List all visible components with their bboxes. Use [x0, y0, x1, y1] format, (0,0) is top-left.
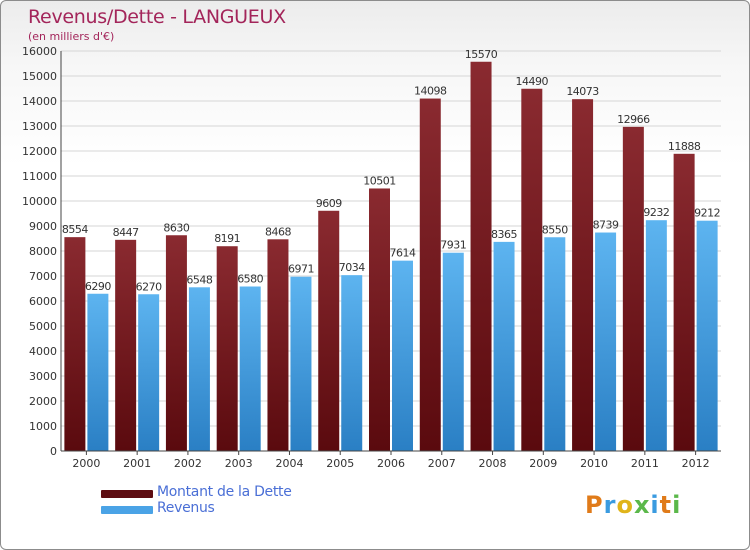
- chart-title: Revenus/Dette - LANGUEUX: [28, 6, 286, 28]
- revenue-bar: [341, 275, 363, 451]
- debt-bar: [521, 88, 543, 451]
- revenue-data-label: 6580: [237, 273, 263, 286]
- y-tick-label: 1000: [29, 420, 57, 433]
- revenue-data-label: 8365: [491, 228, 517, 241]
- debt-bar: [165, 235, 187, 451]
- y-tick-label: 0: [50, 445, 57, 458]
- y-tick-label: 4000: [29, 345, 57, 358]
- x-tick-label: 2012: [682, 457, 710, 470]
- x-tick-label: 2008: [479, 457, 507, 470]
- revenue-bar: [645, 220, 667, 451]
- debt-bar: [369, 188, 390, 451]
- y-tick-label: 8000: [29, 245, 57, 258]
- debt-bar: [572, 99, 594, 452]
- x-tick-label: 2006: [377, 457, 405, 470]
- debt-data-label: 14490: [516, 75, 549, 88]
- x-tick-label: 2001: [123, 457, 151, 470]
- debt-bar: [470, 61, 492, 451]
- y-tick-label: 11000: [22, 170, 57, 183]
- legend-label-debt: Montant de la Dette: [157, 484, 292, 500]
- revenue-data-label: 6270: [136, 280, 162, 293]
- y-tick-label: 6000: [29, 295, 57, 308]
- debt-data-label: 14098: [414, 85, 447, 98]
- revenue-bar: [290, 276, 312, 451]
- x-tick-label: 2011: [631, 457, 659, 470]
- debt-bar: [267, 239, 289, 451]
- debt-bar: [622, 126, 644, 451]
- revenue-data-label: 7034: [339, 261, 365, 274]
- y-tick-label: 7000: [29, 270, 57, 283]
- legend-swatch-debt: [101, 490, 153, 498]
- revenue-bar: [392, 260, 413, 451]
- logo-letter: r: [603, 491, 617, 519]
- debt-data-label: 8554: [62, 223, 88, 236]
- revenue-data-label: 9232: [643, 206, 669, 219]
- logo-letter: i: [650, 491, 660, 519]
- debt-bar: [115, 239, 137, 451]
- debt-data-label: 14073: [566, 85, 599, 98]
- revenue-bar: [493, 241, 515, 451]
- revenue-data-label: 6971: [288, 263, 314, 276]
- revenue-bar: [696, 220, 718, 451]
- revenue-data-label: 6548: [186, 273, 212, 286]
- x-tick-label: 2004: [275, 457, 303, 470]
- x-tick-label: 2005: [326, 457, 354, 470]
- chart-subtitle: (en milliers d'€): [28, 30, 115, 43]
- debt-data-label: 9609: [316, 197, 342, 210]
- revenue-data-label: 9212: [694, 207, 720, 220]
- x-tick-label: 2007: [428, 457, 456, 470]
- y-tick-label: 3000: [29, 370, 57, 383]
- debt-data-label: 8630: [163, 221, 189, 234]
- debt-bar: [673, 153, 695, 452]
- revenue-bar: [595, 232, 617, 451]
- revenue-data-label: 7614: [390, 247, 416, 260]
- y-tick-label: 10000: [22, 195, 57, 208]
- x-tick-label: 2003: [225, 457, 253, 470]
- y-tick-label: 5000: [29, 320, 57, 333]
- y-tick-label: 2000: [29, 395, 57, 408]
- debt-data-label: 8191: [214, 232, 240, 245]
- y-tick-label: 14000: [22, 95, 57, 108]
- revenue-bar: [239, 286, 261, 451]
- y-tick-label: 15000: [22, 70, 57, 83]
- revenue-data-label: 8550: [542, 223, 568, 236]
- x-tick-label: 2000: [72, 457, 100, 470]
- debt-data-label: 11888: [668, 140, 701, 153]
- y-tick-label: 9000: [29, 220, 57, 233]
- proxiti-logo: Proxiti: [585, 491, 681, 519]
- y-tick-label: 16000: [22, 45, 57, 58]
- revenue-data-label: 6290: [85, 280, 111, 293]
- y-tick-label: 12000: [22, 145, 57, 158]
- logo-letter: t: [659, 491, 673, 519]
- debt-data-label: 8447: [113, 226, 139, 239]
- x-tick-label: 2002: [174, 457, 202, 470]
- y-tick-label: 13000: [22, 120, 57, 133]
- debt-data-label: 8468: [265, 225, 291, 238]
- legend-swatch-revenue: [101, 506, 153, 514]
- revenue-data-label: 7931: [440, 239, 466, 252]
- logo-letter: x: [633, 491, 651, 519]
- x-tick-label: 2009: [529, 457, 557, 470]
- debt-data-label: 12966: [617, 113, 650, 126]
- debt-bar: [318, 210, 340, 451]
- revenue-data-label: 8739: [593, 219, 619, 232]
- revenue-bar: [138, 294, 160, 451]
- logo-letter: P: [585, 491, 604, 519]
- revenue-bar: [87, 293, 109, 451]
- debt-data-label: 10501: [363, 174, 396, 187]
- debt-data-label: 15570: [465, 48, 498, 61]
- legend-label-revenue: Revenus: [157, 500, 215, 516]
- logo-letter: i: [672, 491, 682, 519]
- x-tick-label: 2010: [580, 457, 608, 470]
- revenue-bar: [188, 287, 210, 451]
- revenue-bar: [442, 252, 464, 451]
- debt-bar: [216, 246, 238, 451]
- debt-bar: [64, 237, 86, 451]
- debt-bar: [419, 98, 441, 452]
- revenue-bar: [544, 237, 566, 451]
- logo-letter: o: [616, 491, 634, 519]
